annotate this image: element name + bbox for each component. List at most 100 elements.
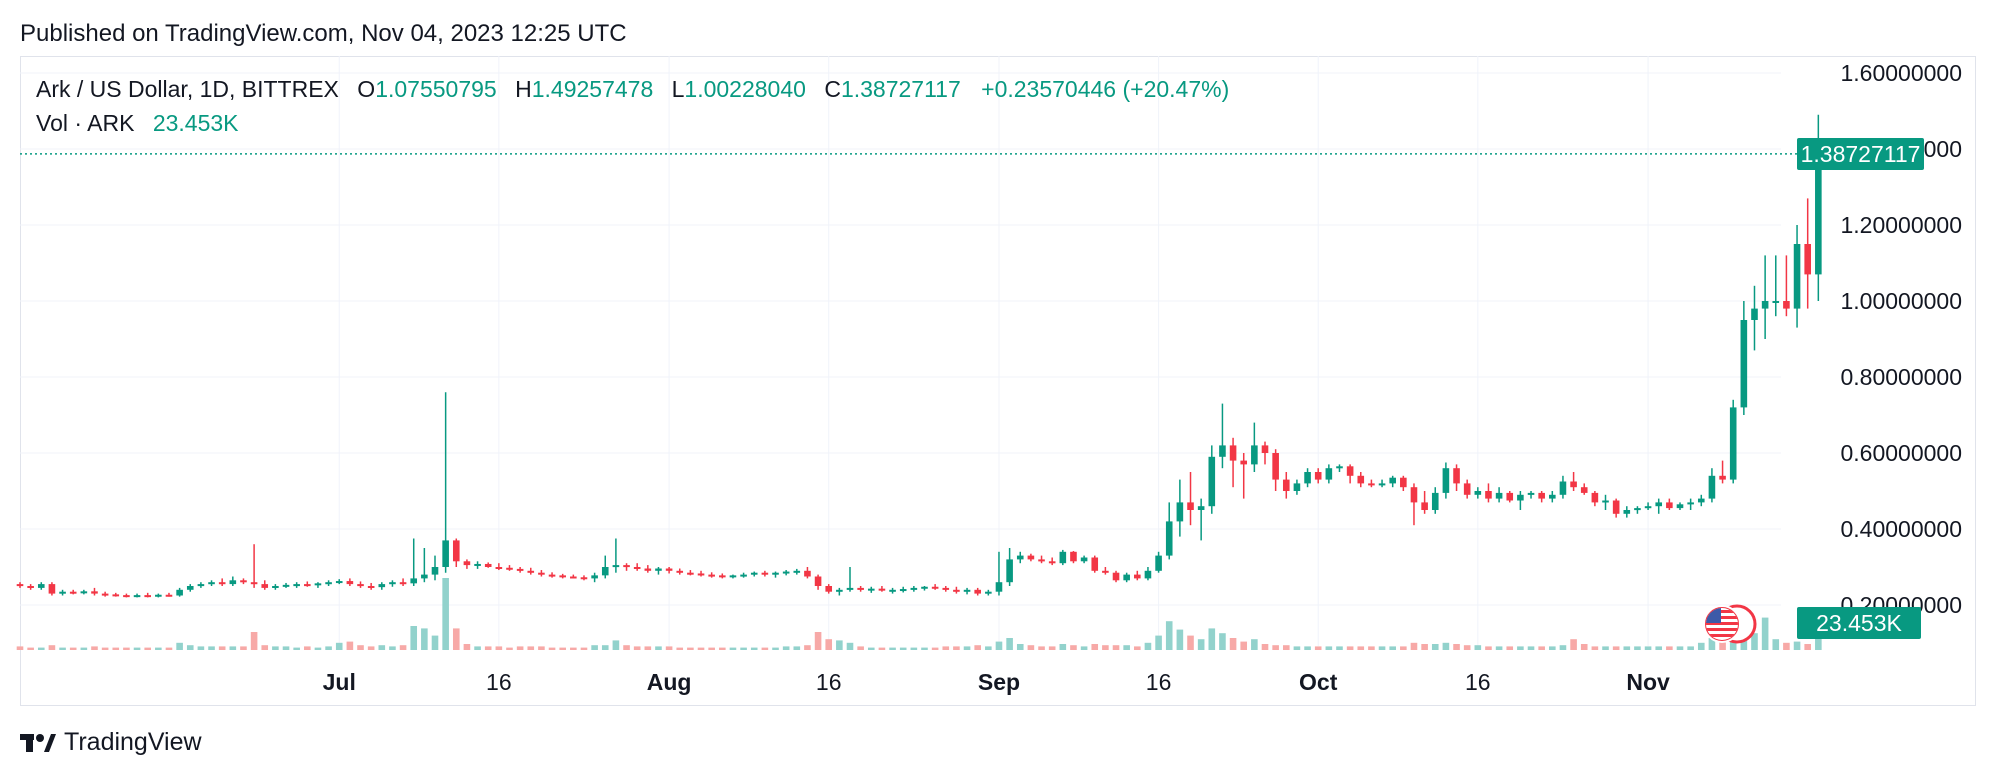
volume-bar xyxy=(463,644,471,650)
candle-body xyxy=(836,589,843,592)
volume-bar xyxy=(1495,646,1503,650)
candle-body xyxy=(506,567,513,570)
volume-bar xyxy=(1155,635,1162,650)
volume-bar xyxy=(1378,646,1386,650)
candle-body xyxy=(825,586,833,592)
volume-bar xyxy=(293,647,300,650)
volume-bar xyxy=(1357,646,1365,650)
candle-body xyxy=(655,568,662,571)
candle-body xyxy=(1400,477,1407,488)
candle-body xyxy=(665,568,673,571)
candle-body xyxy=(633,567,641,569)
us-flag-icon[interactable] xyxy=(1700,604,1758,644)
volume-legend: Vol · ARK 23.453K xyxy=(36,110,239,137)
volume-bar xyxy=(1400,646,1407,650)
candle-body xyxy=(27,586,34,588)
candle-body xyxy=(1538,492,1545,499)
volume-bar xyxy=(208,646,215,650)
volume-bar xyxy=(857,646,864,650)
candle-body xyxy=(1804,244,1811,275)
candle-body xyxy=(1793,244,1801,309)
volume-bar xyxy=(516,646,524,650)
volume-bar xyxy=(495,646,503,650)
candle-body xyxy=(1091,557,1099,571)
candle-body xyxy=(1134,574,1141,579)
candle-body xyxy=(442,540,449,567)
candle-body xyxy=(123,595,130,598)
candle-body xyxy=(889,589,896,592)
volume-bar xyxy=(59,647,66,650)
y-tick-label: 0.40000000 xyxy=(1840,516,1962,542)
volume-bar xyxy=(687,647,694,650)
volume-bar xyxy=(1719,641,1726,650)
candle-body xyxy=(1410,487,1418,503)
high-label: H xyxy=(515,76,532,102)
candle-body xyxy=(1559,481,1567,495)
volume-bar xyxy=(1346,646,1354,650)
volume-bar xyxy=(1027,645,1035,650)
candle-body xyxy=(144,595,151,598)
volume-bar xyxy=(367,646,375,650)
volume-bar xyxy=(580,647,588,650)
volume-bar xyxy=(27,647,34,650)
volume-bar xyxy=(357,645,364,650)
candle-body xyxy=(719,575,726,578)
volume-bar xyxy=(1517,646,1524,650)
volume-bar xyxy=(676,647,684,650)
volume-bar xyxy=(1389,646,1396,650)
volume-bar xyxy=(804,645,811,650)
volume-bar xyxy=(1783,642,1790,650)
volume-bar xyxy=(538,646,545,650)
volume-bar xyxy=(1208,628,1216,650)
candle-body xyxy=(1623,510,1631,514)
volume-bar xyxy=(240,646,247,650)
volume-bar xyxy=(1272,645,1279,650)
volume-bar xyxy=(1314,646,1322,650)
volume-bar xyxy=(48,645,56,650)
candle-body xyxy=(1229,445,1237,461)
candle-body xyxy=(1070,551,1077,562)
candle-body xyxy=(1453,468,1460,484)
volume-bar xyxy=(665,646,673,650)
volume-bar xyxy=(484,646,492,650)
tradingview-logo[interactable]: TradingView xyxy=(20,728,202,757)
candle-body xyxy=(1463,483,1471,495)
volume-bar xyxy=(1134,646,1141,650)
candle-body xyxy=(1591,492,1599,503)
volume-bar xyxy=(421,628,428,650)
ohlc-legend: Ark / US Dollar, 1D, BITTREX O1.07550795… xyxy=(36,76,1229,103)
volume-bar xyxy=(772,647,779,650)
candle-body xyxy=(953,589,960,592)
candle-body xyxy=(1282,479,1290,491)
volume-bar xyxy=(633,646,641,650)
chart-frame[interactable] xyxy=(20,56,1976,706)
volume-bar xyxy=(1421,644,1428,650)
open-value: 1.07550795 xyxy=(375,76,497,102)
candle-body xyxy=(1144,570,1152,579)
candle-body xyxy=(1570,481,1577,488)
candle-body xyxy=(867,588,875,591)
y-tick-label: 1.60000000 xyxy=(1840,60,1962,86)
volume-bar xyxy=(229,646,237,650)
candle-body xyxy=(1517,494,1524,501)
volume-bar xyxy=(836,640,843,650)
volume-bar xyxy=(1804,644,1811,650)
candle-body xyxy=(676,570,684,573)
volume-bar xyxy=(304,646,311,650)
open-label: O xyxy=(357,76,376,102)
candle-body xyxy=(1740,320,1748,408)
candle-body xyxy=(1027,555,1035,560)
volume-bar xyxy=(878,647,886,650)
volume-bar xyxy=(261,645,269,650)
volume-bar xyxy=(346,641,354,650)
candle-body xyxy=(772,572,779,575)
candle-body xyxy=(963,589,971,592)
volume-bar xyxy=(1612,646,1620,650)
candle-body xyxy=(208,582,215,585)
candle-body xyxy=(1506,492,1514,501)
volume-bar xyxy=(889,647,896,650)
candle-body xyxy=(580,577,588,580)
volume-bar xyxy=(1623,646,1631,650)
volume-bar xyxy=(1559,645,1567,650)
